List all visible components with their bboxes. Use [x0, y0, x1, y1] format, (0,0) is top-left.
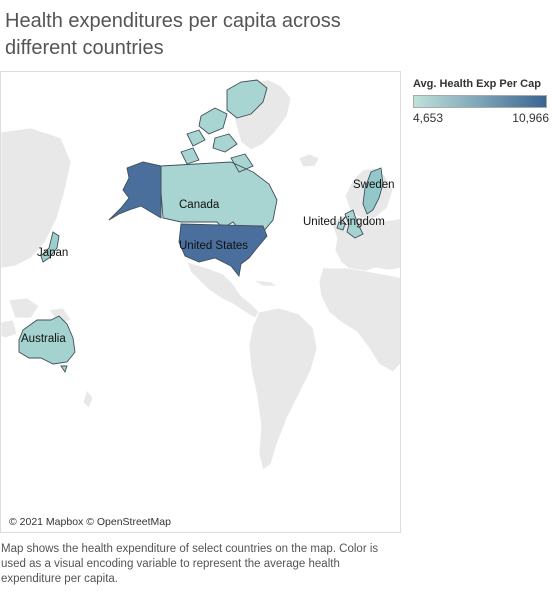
map-caption: Map shows the health expenditure of sele…: [1, 542, 401, 587]
legend-min-label: 4,653: [413, 111, 443, 125]
color-legend: Avg. Health Exp Per Cap 4,653 10,966: [413, 78, 549, 125]
label-united-kingdom: United Kingdom: [303, 216, 385, 228]
map-canvas[interactable]: Canada United States Sweden United Kingd…: [1, 72, 401, 533]
label-australia: Australia: [21, 333, 66, 345]
legend-title: Avg. Health Exp Per Cap: [413, 78, 549, 90]
page-title: Health expenditures per capita across di…: [5, 8, 405, 62]
label-canada: Canada: [179, 199, 220, 211]
label-sweden: Sweden: [353, 179, 395, 191]
label-japan: Japan: [37, 247, 68, 259]
legend-max-label: 10,966: [512, 111, 549, 125]
label-united-states: United States: [179, 240, 248, 252]
choropleth-map[interactable]: Canada United States Sweden United Kingd…: [0, 71, 401, 533]
alaska-shape[interactable]: [109, 162, 161, 220]
legend-gradient-bar: [413, 95, 547, 108]
map-attribution[interactable]: © 2021 Mapbox © OpenStreetMap: [9, 516, 171, 528]
